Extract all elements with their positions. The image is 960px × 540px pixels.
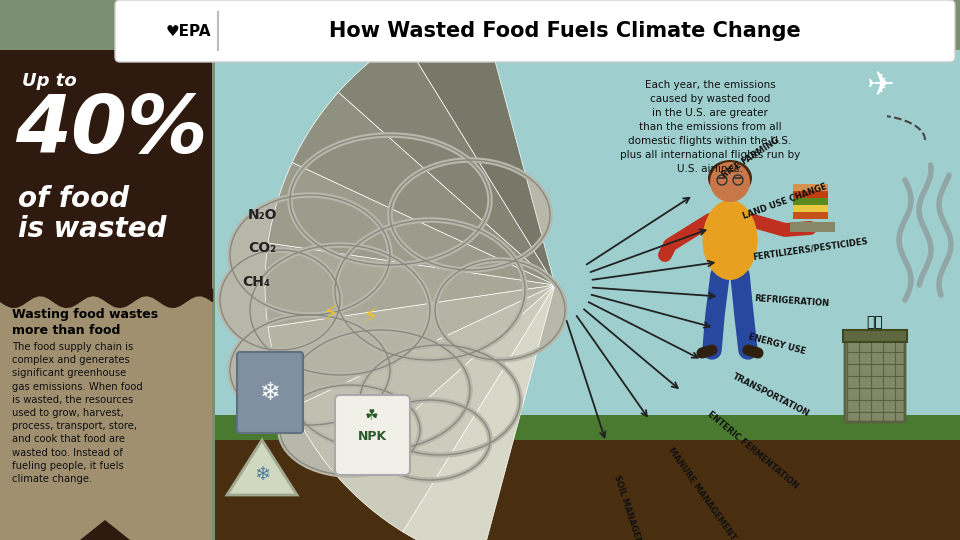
Text: Up to: Up to xyxy=(22,72,77,90)
Bar xyxy=(210,430,960,540)
FancyBboxPatch shape xyxy=(115,0,955,62)
Wedge shape xyxy=(268,285,555,408)
Text: 🍕🥤: 🍕🥤 xyxy=(867,315,883,329)
Bar xyxy=(793,184,828,191)
Wedge shape xyxy=(292,285,555,478)
Bar xyxy=(210,415,960,440)
Text: ❄: ❄ xyxy=(253,465,270,484)
Text: CO₂: CO₂ xyxy=(248,241,276,255)
Ellipse shape xyxy=(290,330,470,450)
Text: MANURE MANAGEMENT: MANURE MANAGEMENT xyxy=(666,446,737,540)
Text: Each year, the emissions
caused by wasted food
in the U.S. are greater
than the : Each year, the emissions caused by waste… xyxy=(620,80,801,174)
FancyBboxPatch shape xyxy=(335,395,410,475)
Ellipse shape xyxy=(230,195,390,315)
Circle shape xyxy=(710,162,750,202)
Wedge shape xyxy=(268,163,555,285)
Text: LAND USE CHANGE: LAND USE CHANGE xyxy=(741,182,828,221)
Ellipse shape xyxy=(250,245,430,375)
Bar xyxy=(790,222,835,232)
Bar xyxy=(725,198,735,210)
Polygon shape xyxy=(80,520,130,540)
Wedge shape xyxy=(265,243,555,327)
Polygon shape xyxy=(227,440,297,495)
Text: SOIL MANAGEMENT: SOIL MANAGEMENT xyxy=(612,474,649,540)
Bar xyxy=(210,50,215,540)
Text: Wasting food wastes
more than food: Wasting food wastes more than food xyxy=(12,308,158,337)
Text: ⚡: ⚡ xyxy=(323,305,338,325)
Text: The food supply chain is
complex and generates
significant greenhouse
gas emissi: The food supply chain is complex and gen… xyxy=(12,342,143,484)
Bar xyxy=(210,50,960,540)
Text: ✈: ✈ xyxy=(866,69,894,102)
FancyBboxPatch shape xyxy=(845,338,905,422)
FancyBboxPatch shape xyxy=(237,352,303,433)
Bar xyxy=(793,191,828,198)
Bar xyxy=(843,330,907,342)
Text: RICE FARMING: RICE FARMING xyxy=(720,136,781,180)
Ellipse shape xyxy=(220,250,340,350)
Ellipse shape xyxy=(230,315,390,425)
Text: ❄: ❄ xyxy=(259,381,280,405)
Wedge shape xyxy=(403,285,555,540)
Ellipse shape xyxy=(290,135,490,265)
Text: N₂O: N₂O xyxy=(248,208,277,222)
Text: ENERGY USE: ENERGY USE xyxy=(747,333,806,356)
Ellipse shape xyxy=(335,220,525,360)
Wedge shape xyxy=(338,285,555,532)
Text: ⚡: ⚡ xyxy=(362,308,378,328)
Wedge shape xyxy=(292,92,555,285)
Text: 40%: 40% xyxy=(15,92,207,170)
Text: ENTERIC FERMENTATION: ENTERIC FERMENTATION xyxy=(706,410,800,491)
Ellipse shape xyxy=(703,200,757,280)
Ellipse shape xyxy=(370,400,490,480)
Text: ♥EPA: ♥EPA xyxy=(165,24,211,38)
Text: NPK: NPK xyxy=(357,430,387,443)
Text: TRANSPORTATION: TRANSPORTATION xyxy=(732,372,811,418)
Bar xyxy=(0,295,212,540)
Wedge shape xyxy=(338,38,555,285)
Bar xyxy=(793,205,828,212)
Ellipse shape xyxy=(280,385,420,475)
Ellipse shape xyxy=(360,345,520,455)
Text: of food
is wasted: of food is wasted xyxy=(18,185,166,243)
Text: FERTILIZERS/PESTICIDES: FERTILIZERS/PESTICIDES xyxy=(753,237,869,261)
Bar xyxy=(793,198,828,205)
Bar xyxy=(793,212,828,219)
Bar xyxy=(0,50,212,295)
Text: REFRIGERATION: REFRIGERATION xyxy=(755,294,829,309)
Text: CH₄: CH₄ xyxy=(242,275,270,289)
Text: ☘: ☘ xyxy=(365,408,379,422)
Text: How Wasted Food Fuels Climate Change: How Wasted Food Fuels Climate Change xyxy=(329,21,801,41)
Ellipse shape xyxy=(390,160,550,270)
Wedge shape xyxy=(403,5,555,285)
Ellipse shape xyxy=(708,160,752,196)
Ellipse shape xyxy=(435,260,565,360)
